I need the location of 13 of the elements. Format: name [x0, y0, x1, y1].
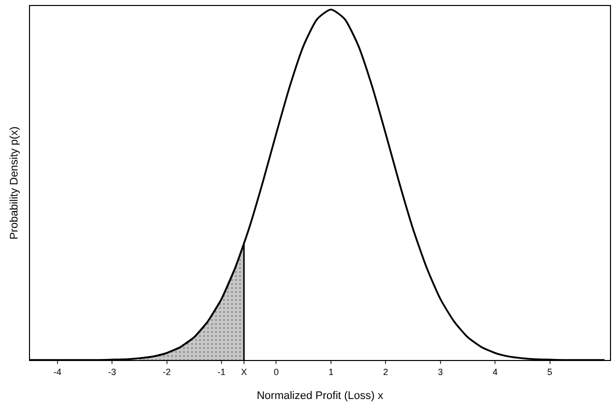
x-tick-label: 4 — [492, 366, 498, 377]
x-tick-label: -3 — [108, 366, 116, 377]
x-tick-label: 2 — [383, 366, 388, 377]
x-tick-label: 0 — [274, 366, 279, 377]
x-tick-label: -1 — [218, 366, 226, 377]
x-tick-label: 5 — [547, 366, 552, 377]
x-tick-label: -4 — [53, 366, 62, 377]
x-tick-label: 3 — [438, 366, 443, 377]
x-tick-label: -2 — [162, 366, 171, 377]
x-tick-label: 1 — [328, 366, 334, 377]
x-axis-title: Normalized Profit (Loss) x — [256, 390, 384, 402]
x-tick-label: X — [240, 366, 247, 377]
y-axis-title: Probability Density p(x) — [8, 126, 21, 240]
